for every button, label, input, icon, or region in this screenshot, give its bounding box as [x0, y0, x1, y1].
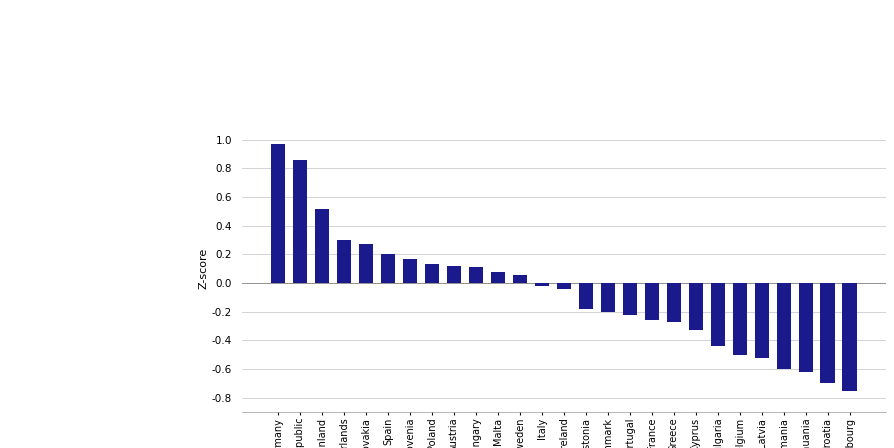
Y-axis label: Z-score: Z-score: [198, 248, 208, 289]
Bar: [315, 209, 329, 283]
Bar: [512, 275, 527, 283]
Bar: [578, 283, 593, 309]
Bar: [556, 283, 570, 289]
Bar: [666, 283, 680, 322]
Bar: [490, 271, 504, 283]
Bar: [600, 283, 614, 312]
Bar: [402, 259, 417, 283]
Bar: [271, 144, 285, 283]
Bar: [797, 283, 812, 372]
Bar: [776, 283, 790, 369]
Bar: [446, 266, 460, 283]
Bar: [622, 283, 637, 314]
Bar: [292, 160, 307, 283]
Bar: [425, 264, 439, 283]
Bar: [644, 283, 658, 320]
Bar: [336, 240, 350, 283]
Bar: [687, 283, 702, 331]
Bar: [358, 245, 373, 283]
Bar: [732, 283, 746, 355]
Bar: [841, 283, 856, 391]
Bar: [381, 254, 394, 283]
Bar: [534, 283, 548, 286]
Bar: [468, 267, 483, 283]
Bar: [820, 283, 834, 383]
Bar: [710, 283, 724, 346]
Bar: [754, 283, 768, 358]
